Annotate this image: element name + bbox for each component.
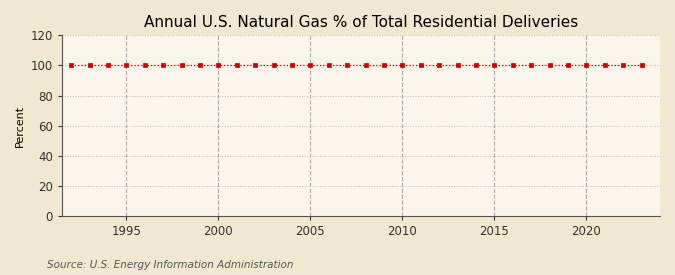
Y-axis label: Percent: Percent <box>15 104 25 147</box>
Title: Annual U.S. Natural Gas % of Total Residential Deliveries: Annual U.S. Natural Gas % of Total Resid… <box>144 15 578 30</box>
Text: Source: U.S. Energy Information Administration: Source: U.S. Energy Information Administ… <box>47 260 294 270</box>
